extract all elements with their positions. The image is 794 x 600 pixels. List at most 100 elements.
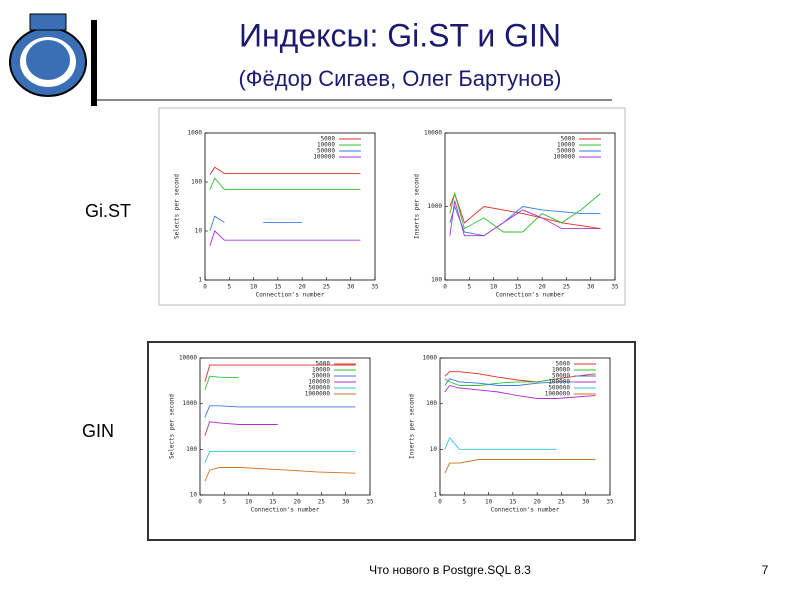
x-tick-label: 35: [371, 284, 379, 291]
y-axis-label: Selects per second: [169, 394, 176, 459]
x-tick-label: 20: [539, 284, 547, 291]
x-axis-label: Connection's number: [256, 292, 325, 299]
legend-label: 50000: [557, 148, 575, 155]
y-tick-label: 10: [195, 228, 203, 235]
x-tick-label: 0: [438, 499, 442, 506]
x-tick-label: 25: [323, 284, 331, 291]
y-axis-label: Inserts per second: [414, 174, 421, 239]
footer: Что нового в Postgre.SQL 8.3: [369, 563, 531, 577]
x-tick-label: 15: [274, 284, 282, 291]
x-tick-label: 30: [347, 284, 355, 291]
logo: [9, 13, 87, 97]
y-tick-label: 10000: [179, 355, 197, 362]
y-axis-label: Inserts per second: [409, 394, 416, 459]
y-tick-label: 100: [191, 179, 202, 186]
chart-frame: [158, 107, 626, 306]
page-number: 7: [762, 563, 769, 577]
series-line: [449, 200, 601, 237]
x-tick-label: 35: [611, 284, 619, 291]
legend-label: 50000: [312, 373, 330, 380]
chart-frame: [147, 341, 636, 541]
plot-frame: [439, 357, 611, 496]
subtitle: (Фёдор Сигаев, Олег Бартунов): [238, 66, 561, 91]
legend-label: 5000: [316, 361, 331, 368]
legend-label: 100000: [553, 154, 575, 161]
x-tick-label: 0: [198, 499, 202, 506]
y-tick-label: 1: [198, 277, 202, 284]
y-tick-label: 1: [433, 492, 437, 499]
legend-label: 1000000: [545, 391, 571, 398]
legend-label: 100000: [313, 154, 335, 161]
x-tick-label: 5: [467, 284, 471, 291]
x-tick-label: 5: [222, 499, 226, 506]
legend-label: 100000: [308, 379, 330, 386]
legend-label: 100000: [548, 379, 570, 386]
x-tick-label: 30: [582, 499, 590, 506]
x-tick-label: 10: [250, 284, 258, 291]
x-tick-label: 5: [227, 284, 231, 291]
x-tick-label: 35: [606, 499, 614, 506]
legend-label: 10000: [312, 367, 330, 374]
series-line: [209, 230, 361, 246]
x-tick-label: 20: [534, 499, 542, 506]
series-line: [444, 378, 596, 386]
legend-label: 500000: [548, 385, 570, 392]
x-tick-label: 10: [490, 284, 498, 291]
legend-label: 500000: [308, 385, 330, 392]
x-tick-label: 15: [514, 284, 522, 291]
x-axis-label: Connection's number: [491, 507, 560, 514]
x-tick-label: 15: [269, 499, 277, 506]
x-tick-label: 20: [299, 284, 307, 291]
y-tick-label: 100: [186, 446, 197, 453]
series-line: [204, 467, 356, 482]
title-bar: [91, 20, 97, 106]
series-line: [444, 384, 596, 399]
series-line: [204, 364, 356, 383]
y-tick-label: 1000: [183, 400, 198, 407]
series-line: [209, 177, 361, 191]
legend-label: 5000: [556, 361, 571, 368]
x-tick-label: 5: [462, 499, 466, 506]
x-axis-label: Connection's number: [496, 292, 565, 299]
y-tick-label: 10: [430, 446, 438, 453]
plot-frame: [199, 357, 371, 496]
x-tick-label: 30: [587, 284, 595, 291]
y-tick-label: 1000: [423, 355, 438, 362]
series-line: [204, 421, 278, 436]
x-tick-label: 25: [318, 499, 326, 506]
x-tick-label: 10: [485, 499, 493, 506]
x-tick-label: 30: [342, 499, 350, 506]
y-tick-label: 10: [190, 492, 198, 499]
x-tick-label: 15: [509, 499, 517, 506]
series-line: [449, 191, 601, 233]
x-tick-label: 10: [245, 499, 253, 506]
plot-frame: [204, 132, 376, 281]
series-line: [204, 405, 356, 418]
series-line: [209, 215, 303, 232]
y-tick-label: 100: [426, 400, 437, 407]
series-line: [204, 450, 356, 464]
x-tick-label: 25: [563, 284, 571, 291]
legend-label: 50000: [317, 148, 335, 155]
legend-label: 10000: [552, 367, 570, 374]
legend-label: 5000: [321, 136, 336, 143]
series-line: [204, 375, 239, 391]
series-line: [444, 371, 596, 383]
series-line: [444, 459, 596, 474]
x-tick-label: 25: [558, 499, 566, 506]
title: Индексы: Gi.ST и GIN: [239, 17, 561, 53]
series-line: [444, 436, 557, 450]
legend-label: 50000: [552, 373, 570, 380]
y-tick-label: 100: [431, 277, 442, 284]
legend-label: 10000: [557, 142, 575, 149]
y-tick-label: 1000: [428, 203, 443, 210]
x-tick-label: 35: [366, 499, 374, 506]
series-line: [209, 166, 361, 176]
row-label: GIN: [82, 421, 114, 441]
x-tick-label: 0: [443, 284, 447, 291]
x-axis-label: Connection's number: [251, 507, 320, 514]
y-tick-label: 1000: [188, 130, 203, 137]
x-tick-label: 0: [203, 284, 207, 291]
plot-frame: [444, 132, 616, 281]
